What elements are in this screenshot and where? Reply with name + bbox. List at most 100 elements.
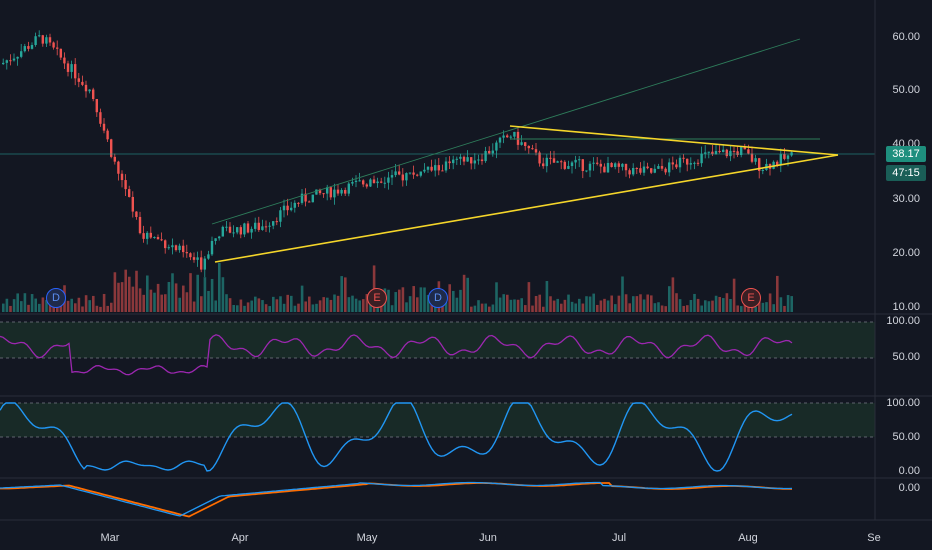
volume-bar xyxy=(308,296,311,312)
volume-bar xyxy=(567,294,570,312)
volume-bar xyxy=(394,292,397,312)
candle-body xyxy=(574,159,577,163)
volume-bar xyxy=(182,285,185,312)
candle-body xyxy=(5,60,8,63)
volume-bar xyxy=(624,294,628,312)
volume-bar xyxy=(153,292,156,312)
candle-body xyxy=(498,137,502,143)
candle-body xyxy=(66,63,70,72)
volume-bar xyxy=(286,294,289,312)
macd-pane[interactable] xyxy=(0,481,793,518)
volume-bar xyxy=(704,300,707,312)
volume-bar xyxy=(347,297,351,312)
volume-bar xyxy=(290,295,293,312)
candle-body xyxy=(502,135,505,138)
candle-body xyxy=(282,205,286,211)
candle-body xyxy=(552,158,556,163)
volume-bar xyxy=(92,295,95,312)
dividend-badge[interactable]: D xyxy=(46,288,66,308)
candle-body xyxy=(477,159,480,161)
volume-bar xyxy=(135,270,138,312)
volume-bar xyxy=(639,294,642,312)
candle-body xyxy=(156,237,160,240)
candle-body xyxy=(603,166,606,173)
volume-bar xyxy=(264,304,268,312)
candle-body xyxy=(92,89,95,99)
price-tick: 10.00 xyxy=(892,301,920,313)
price-candles[interactable] xyxy=(2,30,793,277)
volume-bar xyxy=(725,293,729,312)
candle-body xyxy=(372,179,376,184)
volume-bar xyxy=(34,298,37,312)
volume-bar xyxy=(696,298,700,312)
volume-bar xyxy=(596,304,599,312)
volume-bar xyxy=(664,306,667,312)
earnings-badge[interactable]: E xyxy=(367,288,387,308)
candle-body xyxy=(264,226,268,228)
candle-body xyxy=(704,152,707,154)
volume-bar xyxy=(304,301,307,312)
candle-body xyxy=(750,153,754,162)
stoch-upper-band xyxy=(0,403,875,437)
candle-body xyxy=(722,149,725,153)
candle-body xyxy=(99,112,102,124)
volume-bars xyxy=(2,262,793,312)
candle-body xyxy=(423,169,426,172)
volume-bar xyxy=(578,298,581,312)
candle-body xyxy=(624,163,628,171)
candle-body xyxy=(747,149,750,154)
volume-bar xyxy=(77,297,81,312)
volume-bar xyxy=(552,300,556,312)
volume-bar xyxy=(228,298,232,312)
candle-body xyxy=(329,187,332,198)
candle-body xyxy=(653,168,656,173)
volume-bar xyxy=(167,281,171,312)
candle-body xyxy=(617,163,620,167)
volume-bar xyxy=(84,295,88,312)
candle-body xyxy=(480,159,484,162)
candle-body xyxy=(218,236,221,239)
volume-bar xyxy=(603,298,606,312)
volume-bar xyxy=(459,289,462,312)
candle-body xyxy=(401,174,404,181)
volume-bar xyxy=(707,301,711,312)
candle-body xyxy=(77,78,80,82)
dividend-badge[interactable]: D xyxy=(428,288,448,308)
trendline-drawings[interactable] xyxy=(0,38,875,263)
earnings-badge[interactable]: E xyxy=(741,288,761,308)
volume-bar xyxy=(257,298,261,312)
volume-bar xyxy=(390,305,394,312)
volume-bar xyxy=(628,303,631,312)
volume-bar xyxy=(470,306,473,312)
candle-body xyxy=(470,157,473,164)
volume-bar xyxy=(668,286,671,312)
candle-body xyxy=(426,166,430,170)
volume-bar xyxy=(12,299,16,312)
candle-body xyxy=(182,245,185,253)
volume-bar xyxy=(581,303,585,312)
candle-body xyxy=(250,228,253,233)
volume-bar xyxy=(59,301,63,312)
candle-body xyxy=(221,226,224,237)
volume-bar xyxy=(480,303,484,312)
volume-bar xyxy=(5,298,9,312)
volume-bar xyxy=(246,302,250,312)
volume-bar xyxy=(545,280,549,312)
candle-body xyxy=(567,166,570,169)
candle-body xyxy=(462,156,466,162)
volume-bar xyxy=(527,282,531,312)
candle-body xyxy=(444,161,448,171)
volume-bar xyxy=(646,294,649,312)
volume-bar xyxy=(354,298,358,312)
pane-separators[interactable] xyxy=(0,0,932,521)
candle-body xyxy=(45,37,48,44)
volume-bar xyxy=(210,278,214,312)
candle-body xyxy=(110,139,113,157)
rsi-pane[interactable] xyxy=(0,334,793,376)
candle-body xyxy=(516,131,520,145)
stochastic-pane[interactable] xyxy=(0,402,793,472)
candle-body xyxy=(711,151,714,155)
volume-bar xyxy=(650,295,653,312)
candle-body xyxy=(59,48,62,58)
